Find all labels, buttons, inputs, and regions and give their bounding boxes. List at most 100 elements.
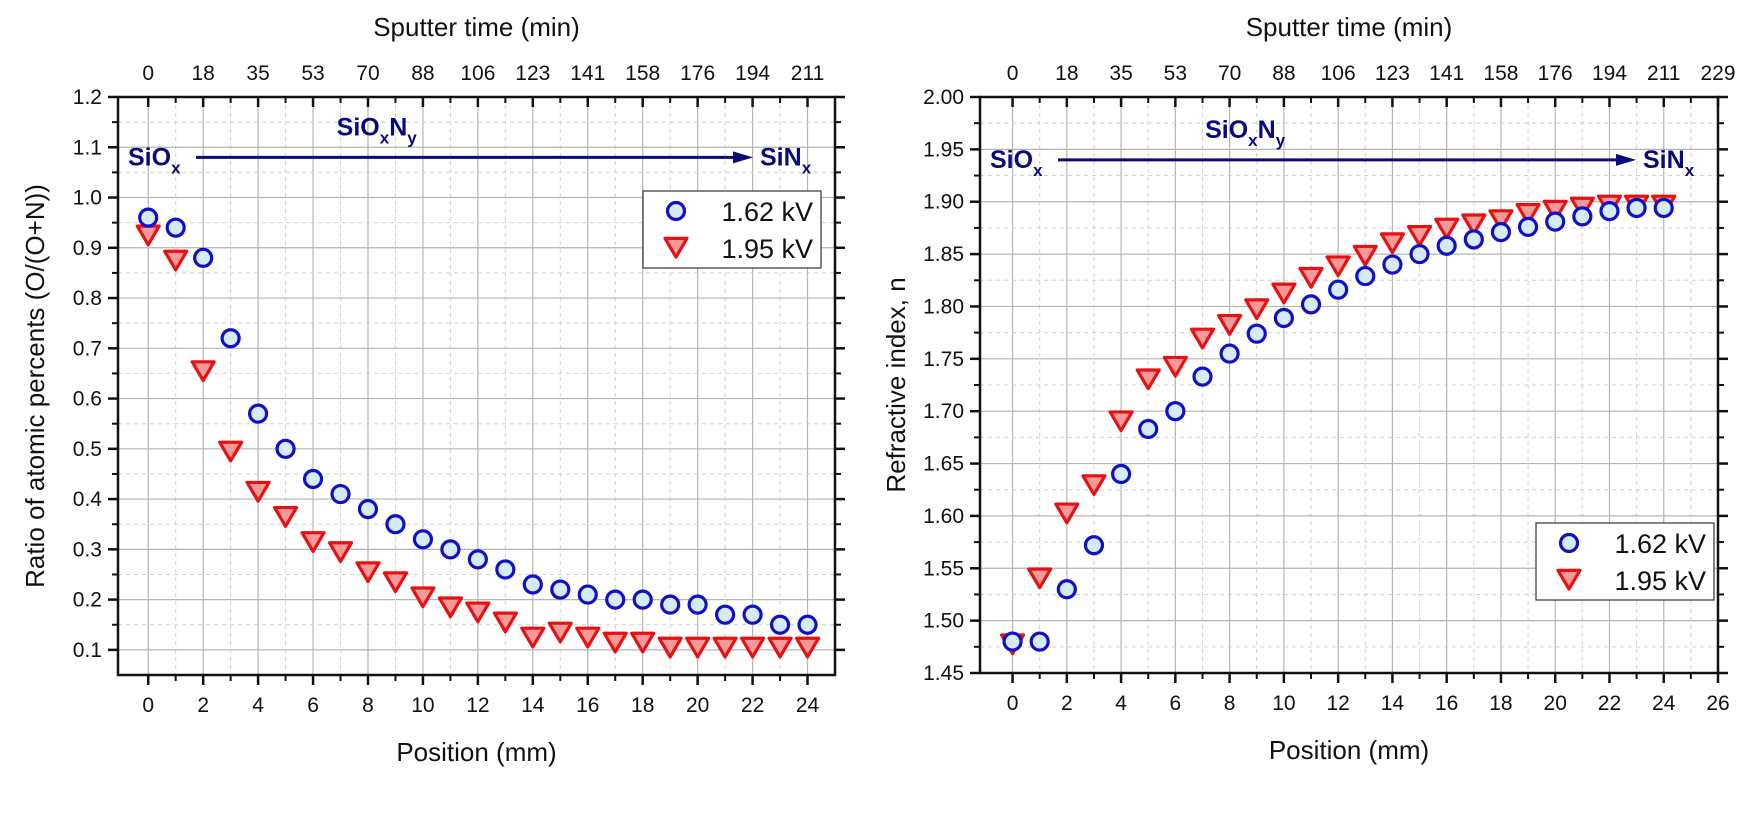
- x2-tick-label: 211: [791, 62, 824, 85]
- x-tick-label: 4: [1115, 692, 1127, 715]
- legend: 1.62 kV 1.95 kV: [642, 190, 822, 269]
- x-tick-label: 8: [362, 694, 374, 717]
- data-point: [1382, 254, 1403, 275]
- data-point: [1108, 410, 1134, 433]
- series-1-62kv: [138, 207, 818, 635]
- data-point: [1542, 199, 1568, 222]
- x2-tick-label: 141: [570, 62, 605, 85]
- x-tick-label: 22: [1598, 692, 1621, 715]
- y-tick-label: 1.90: [923, 191, 964, 214]
- data-point: [742, 604, 763, 625]
- data-point: [385, 514, 406, 535]
- x2-tick-label: 0: [1007, 62, 1019, 85]
- label-sioxny: SiOxNy: [1205, 116, 1286, 150]
- data-point: [687, 594, 708, 615]
- y-tick-label: 1.1: [73, 136, 102, 159]
- label-sioxny: SiOxNy: [337, 113, 418, 147]
- data-point: [275, 438, 296, 459]
- x2-tick-label: 0: [142, 62, 154, 85]
- data-point: [630, 631, 656, 654]
- x2-tick-label: 141: [1429, 62, 1464, 85]
- data-point: [605, 589, 626, 610]
- x-tick-label: 0: [142, 694, 154, 717]
- data-point: [1029, 631, 1050, 652]
- data-point: [163, 249, 189, 272]
- data-point: [660, 594, 681, 615]
- data-point: [495, 559, 516, 580]
- data-point: [797, 614, 818, 635]
- y-tick-label: 1.60: [923, 505, 964, 528]
- data-point: [1545, 211, 1566, 232]
- phase-arrow-head: [1616, 153, 1636, 166]
- x2-tick-label: 158: [625, 62, 660, 85]
- x2-tick-label: 18: [1055, 62, 1078, 85]
- data-point: [1463, 229, 1484, 250]
- data-point: [190, 360, 216, 383]
- label-sinx: SiNx: [760, 143, 812, 177]
- data-point: [575, 626, 601, 649]
- y-tick-label: 1.70: [923, 400, 964, 423]
- data-point: [1056, 579, 1077, 600]
- data-point: [193, 247, 214, 268]
- y-tick-label: 1.0: [73, 187, 102, 210]
- x-tick-label: 10: [411, 694, 434, 717]
- grid: [118, 96, 835, 675]
- x-tick-label: 0: [1007, 692, 1019, 715]
- y-tick-label: 0.3: [73, 538, 102, 561]
- phase-arrow-head: [733, 151, 753, 164]
- x2-tick-label: 229: [1700, 62, 1735, 85]
- data-point: [272, 505, 299, 528]
- y-tick-label: 1.55: [923, 557, 964, 580]
- x2-tick-label: 106: [1321, 62, 1356, 85]
- x-tick-label: 22: [741, 694, 764, 717]
- x-tick-label: 16: [1435, 692, 1458, 715]
- data-point: [1271, 282, 1297, 305]
- y-tick-label: 0.1: [73, 639, 102, 662]
- legend-label: 1.62 kV: [721, 197, 813, 227]
- x2-axis-title: Sputter time (min): [1246, 12, 1453, 42]
- y-tick-label: 0.7: [73, 337, 102, 360]
- x-axis-title: Position (mm): [396, 737, 556, 767]
- data-point: [465, 601, 491, 624]
- x2-tick-label: 194: [735, 62, 770, 85]
- data-point: [769, 614, 791, 635]
- data-point: [1626, 197, 1647, 219]
- data-point: [1138, 418, 1159, 440]
- data-point: [520, 626, 546, 649]
- data-point: [1081, 474, 1107, 497]
- data-point: [245, 480, 271, 503]
- y-tick-label: 0.8: [73, 287, 102, 310]
- data-point: [1325, 255, 1351, 278]
- data-point: [355, 561, 381, 584]
- chart-panel-2: 0 2 4 6 8 10 12 14 16 18 20 22 24 260 18 35 53 70 88 106 123…: [881, 12, 1736, 765]
- x-tick-label: 10: [1272, 692, 1295, 715]
- label-sinx: SiNx: [1643, 146, 1695, 180]
- data-point: [437, 596, 464, 619]
- data-point: [1379, 232, 1406, 255]
- data-point: [165, 217, 186, 238]
- data-point: [550, 579, 571, 600]
- x-tick-label: 24: [796, 694, 820, 717]
- data-point: [602, 631, 628, 654]
- data-point: [715, 604, 736, 625]
- x2-tick-label: 35: [246, 62, 269, 85]
- y-tick-label: 1.85: [923, 243, 964, 266]
- x-tick-label: 24: [1652, 692, 1676, 715]
- data-point: [1490, 221, 1512, 243]
- data-point: [220, 328, 241, 349]
- legend: 1.62 kV 1.95 kV: [1535, 522, 1715, 601]
- series-1-95kv: [135, 224, 821, 659]
- x-tick-label: 12: [1326, 692, 1349, 715]
- data-point: [1219, 343, 1240, 364]
- data-point: [1217, 313, 1243, 336]
- x2-tick-label: 88: [411, 62, 434, 85]
- data-point: [712, 636, 738, 659]
- data-point: [1027, 567, 1053, 590]
- data-point: [547, 621, 573, 644]
- y-tick-label: 1.95: [923, 138, 964, 161]
- x-tick-label: 20: [1544, 692, 1567, 715]
- data-point: [302, 468, 324, 490]
- data-point: [1488, 209, 1514, 232]
- data-point: [492, 611, 518, 634]
- x2-tick-label: 194: [1592, 62, 1627, 85]
